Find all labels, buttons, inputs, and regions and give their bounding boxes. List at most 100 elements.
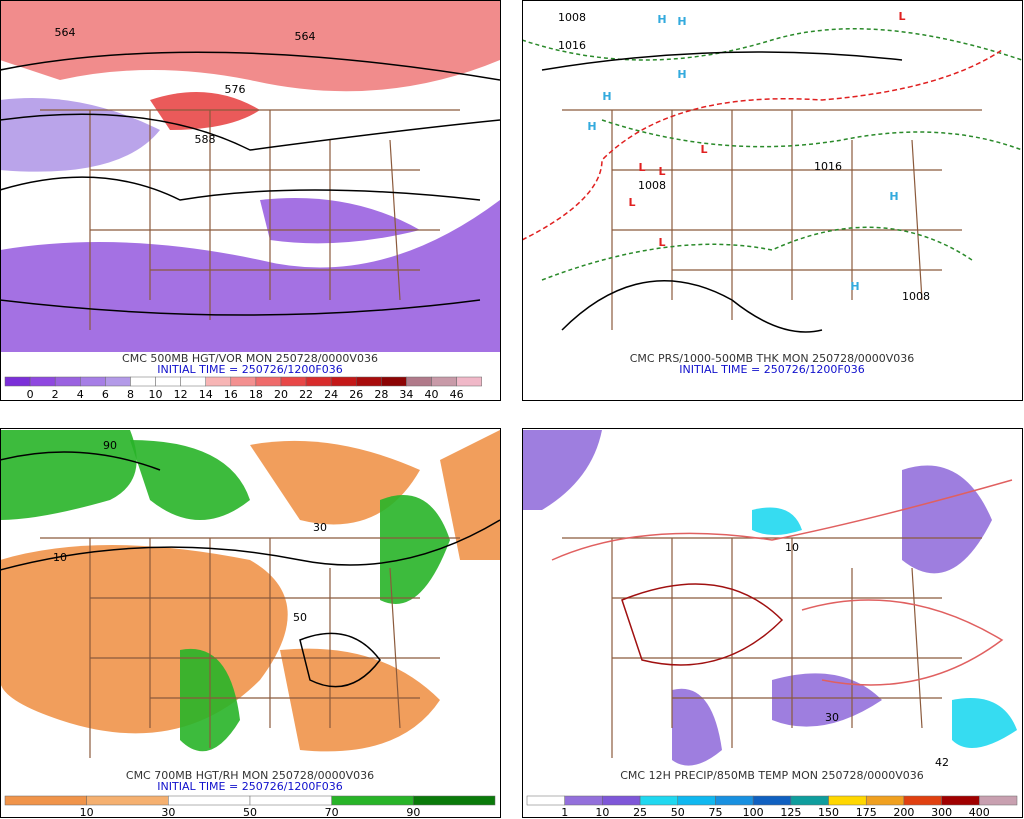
map-label: H	[657, 13, 666, 26]
colorbar-label: 200	[893, 806, 914, 819]
contour	[1, 113, 500, 151]
field-area	[380, 495, 450, 604]
colorbar-swatch	[406, 376, 432, 387]
map-label: H	[889, 190, 898, 203]
map-label: 10	[53, 551, 67, 564]
init-time: INITIAL TIME = 250726/1200F036	[157, 780, 342, 793]
panel: 564 576 588 564 CMC 500MB HGT/VOR MON 250728…	[0, 0, 501, 401]
colorbar-label: 22	[299, 388, 313, 401]
map-label: H	[677, 68, 686, 81]
field-area	[440, 430, 500, 560]
colorbar-label: 18	[249, 388, 263, 401]
colorbar-swatch	[205, 376, 232, 387]
map-label: H	[587, 120, 596, 133]
map-shift	[523, 430, 1017, 766]
colorbar-label: 10	[149, 388, 163, 401]
map-shift	[523, 28, 1022, 333]
contour	[551, 479, 1013, 561]
colorbar-label: 40	[425, 388, 439, 401]
colorbar-swatch	[431, 376, 457, 387]
panel-title: CMC PRS/1000-500MB THK MON 250728/0000V0…	[630, 352, 915, 365]
colorbar-label: 0	[27, 388, 34, 401]
field-area	[130, 440, 250, 520]
colorbar-swatch	[168, 795, 251, 806]
map-label: 1008	[638, 179, 666, 192]
contour	[299, 632, 381, 688]
field-area	[672, 688, 722, 766]
colorbar-swatch	[86, 795, 169, 806]
colorbar-swatch	[979, 795, 1018, 806]
map-label: 564	[295, 30, 316, 43]
colorbar-label: 30	[161, 806, 175, 819]
colorbar-label: 150	[818, 806, 839, 819]
map-label: 90	[103, 439, 117, 452]
map-layer: 564 576 588 564	[1, 1, 500, 352]
colorbar-swatch	[828, 795, 867, 806]
map-label: 1008	[558, 11, 586, 24]
colorbar-label: 26	[349, 388, 363, 401]
colorbar-label: 2	[52, 388, 59, 401]
colorbar-label: 14	[199, 388, 213, 401]
colorbar-label: 70	[325, 806, 339, 819]
contour	[561, 280, 823, 333]
map: 564 576 588 564	[1, 1, 500, 352]
map-shift	[1, 430, 500, 758]
contour	[541, 226, 973, 281]
map-label: 30	[825, 711, 839, 724]
colorbar-label: 175	[856, 806, 877, 819]
map-label: L	[898, 10, 905, 23]
map-label: L	[658, 236, 665, 249]
colorbar-label: 12	[174, 388, 188, 401]
panel: 10 30 50 90 CMC 700MB HGT/RH MON 250728/0000…	[0, 428, 501, 819]
colorbar-swatch	[280, 376, 307, 387]
colorbar-label: 75	[708, 806, 722, 819]
colorbar-label: 400	[969, 806, 990, 819]
map-label: 42	[935, 756, 949, 769]
map-label: L	[700, 143, 707, 156]
colorbar-swatch	[639, 795, 679, 806]
colorbar-swatch	[255, 376, 282, 387]
panel-title: CMC 700MB HGT/RH MON 250728/0000V036	[126, 769, 374, 782]
map-label: H	[602, 90, 611, 103]
init-time: INITIAL TIME = 250726/1200F036	[679, 363, 864, 376]
map-label: 30	[313, 521, 327, 534]
colorbar-swatch	[230, 376, 257, 387]
panel-title: CMC 12H PRECIP/850MB TEMP MON 250728/000…	[620, 769, 924, 782]
colorbar-swatch	[677, 795, 716, 806]
map-label: 50	[293, 611, 307, 624]
colorbar-label: 50	[671, 806, 685, 819]
colorbar-swatch	[381, 376, 407, 387]
map-label: 564	[55, 26, 76, 39]
colorbar-label: 90	[406, 806, 420, 819]
colorbar-swatch	[155, 376, 181, 387]
colorbar-label: 20	[274, 388, 288, 401]
panel-title: CMC 500MB HGT/VOR MON 250728/0000V036	[122, 352, 378, 365]
contour	[1, 451, 161, 471]
colorbar-label: 8	[127, 388, 134, 401]
colorbar-label: 300	[931, 806, 952, 819]
map-label: 576	[225, 83, 246, 96]
colorbar-swatch	[29, 376, 56, 387]
field-area	[523, 430, 602, 510]
field-area	[1, 1, 500, 92]
field-area	[772, 673, 882, 727]
colorbar-swatch	[526, 795, 565, 806]
map-layer: 42 10 30	[523, 430, 1017, 769]
panel: 42 10 30 CMC 12H PRECIP/850MB TEMP MON 2507…	[522, 428, 1023, 819]
map: 10 30 50 90	[1, 430, 500, 758]
colorbar-swatch	[330, 376, 357, 387]
field-area	[1, 430, 137, 520]
colorbar-swatch	[413, 795, 496, 806]
colorbar-swatch	[105, 376, 131, 387]
field-area	[150, 92, 260, 130]
contour	[801, 599, 1004, 686]
colorbar-label: 50	[243, 806, 257, 819]
contour	[621, 583, 784, 666]
state-borders	[562, 109, 982, 330]
contour	[1, 299, 481, 316]
map-label: H	[850, 280, 859, 293]
map-label: 588	[195, 133, 216, 146]
colorbar-swatch	[564, 795, 603, 806]
colorbar-label: 16	[224, 388, 238, 401]
